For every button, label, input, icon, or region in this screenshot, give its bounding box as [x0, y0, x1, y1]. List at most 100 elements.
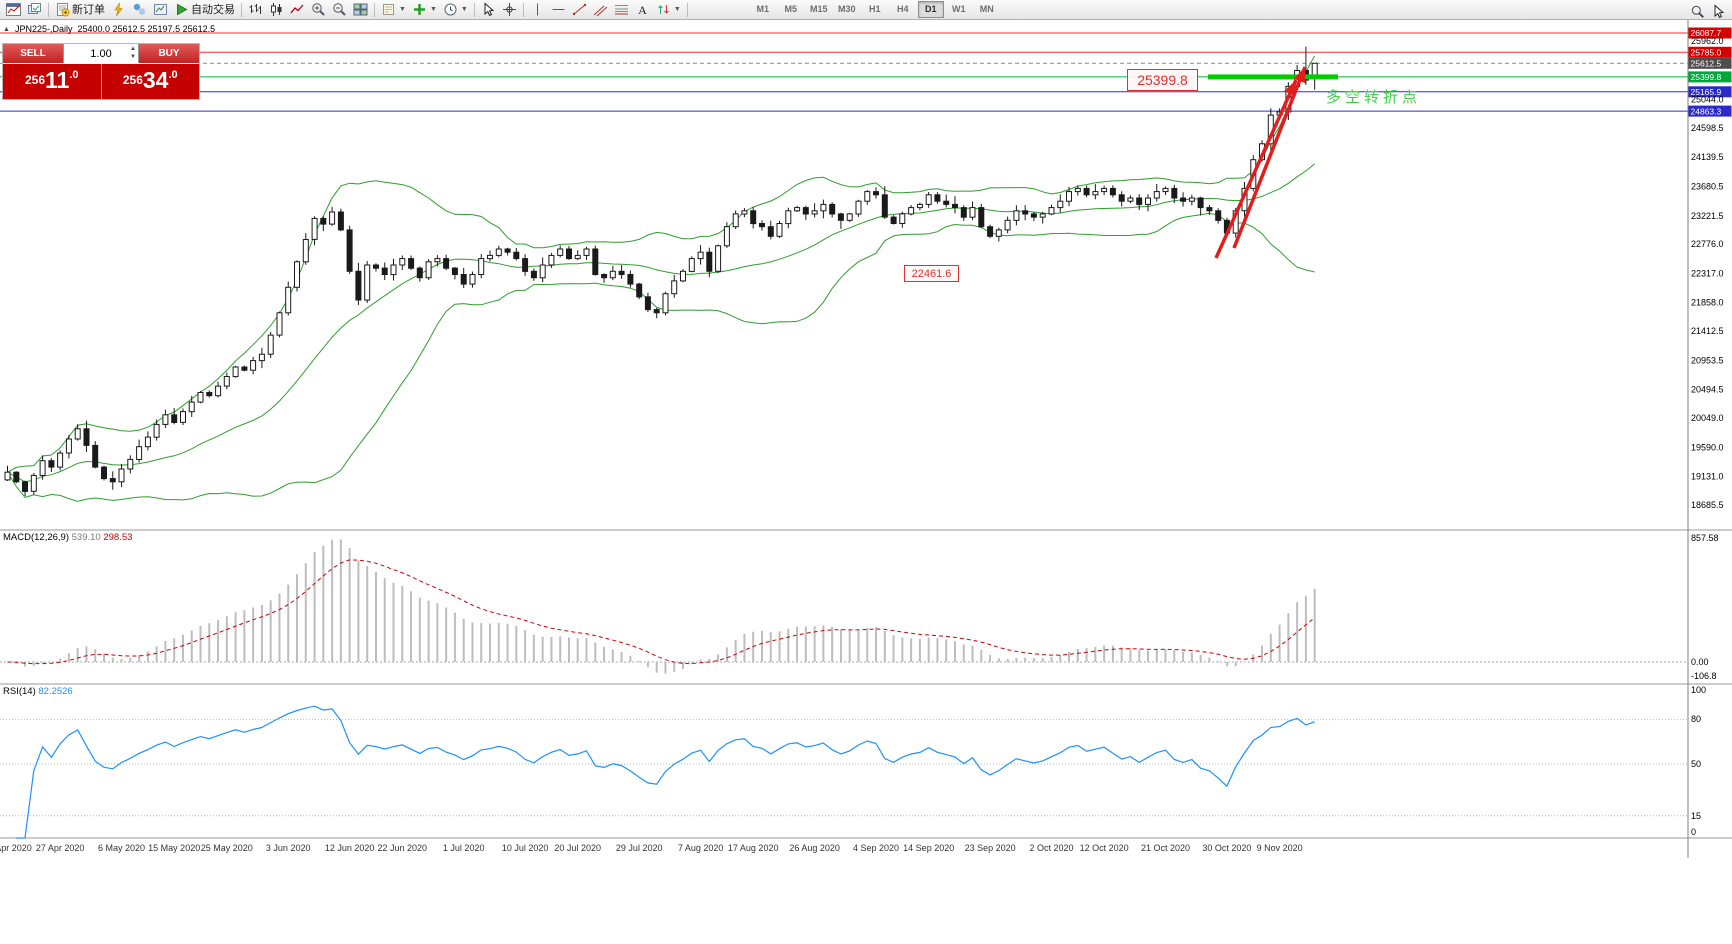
svg-text:12 Jun 2020: 12 Jun 2020 — [325, 843, 375, 853]
svg-text:100: 100 — [1691, 685, 1706, 695]
volume-input[interactable]: 1.00 ▲ ▼ — [63, 44, 139, 63]
support-level-annotation[interactable]: 22461.6 — [904, 265, 959, 282]
svg-text:15 May 2020: 15 May 2020 — [148, 843, 200, 853]
ohlc-values: 25400.0 25612.5 25197.5 25612.5 — [77, 24, 216, 34]
timeframe-m1[interactable]: M1 — [756, 4, 769, 14]
timeframe-h1[interactable]: H1 — [868, 4, 881, 14]
pointer-icon[interactable] — [1708, 1, 1729, 21]
svg-text:20049.0: 20049.0 — [1691, 413, 1724, 423]
toolbar-separator — [48, 2, 49, 17]
svg-text:22776.0: 22776.0 — [1691, 239, 1724, 249]
timeframe-w1[interactable]: W1 — [952, 4, 966, 14]
svg-text:2 Oct 2020: 2 Oct 2020 — [1029, 843, 1073, 853]
volume-up-icon[interactable]: ▲ — [130, 46, 136, 52]
cursor-tool-icon[interactable] — [478, 0, 499, 20]
tile-windows-icon[interactable] — [350, 0, 371, 20]
price-level-annotation[interactable]: 25399.8 — [1127, 69, 1198, 91]
svg-text:14 Sep 2020: 14 Sep 2020 — [903, 843, 954, 853]
timeframe-switcher: M1 M5 M15 M30 H1 H4 D1 W1 MN — [749, 1, 1001, 18]
trend-arrow — [1214, 66, 1307, 259]
timeframe-d1[interactable]: D1 — [917, 1, 944, 18]
svg-text:15: 15 — [1691, 811, 1701, 821]
collapse-icon[interactable]: ▲ — [3, 25, 10, 33]
svg-text:20 Jul 2020: 20 Jul 2020 — [554, 843, 601, 853]
timeframe-m30[interactable]: M30 — [837, 4, 856, 14]
svg-text:30 Oct 2020: 30 Oct 2020 — [1202, 843, 1251, 853]
svg-text:19131.0: 19131.0 — [1691, 472, 1724, 482]
vertical-line-tool-icon[interactable] — [527, 0, 548, 20]
zoom-out-icon[interactable] — [329, 0, 350, 20]
buy-button[interactable]: BUY — [139, 44, 199, 63]
mql-wizard-icon[interactable] — [108, 0, 129, 20]
toolbar: 新订单 自动交易 ▼ ▼ ▼ A ▼ M1 M5 M15 M30 H1 H4 D1 W1 MN — [0, 0, 1732, 20]
svg-text:12 Oct 2020: 12 Oct 2020 — [1080, 843, 1129, 853]
text-tool-icon[interactable]: A — [632, 0, 653, 20]
arrows-tool-icon[interactable]: ▼ — [653, 0, 684, 20]
periods-icon[interactable]: ▼ — [440, 0, 471, 20]
svg-text:22317.0: 22317.0 — [1691, 268, 1724, 278]
svg-text:23 Sep 2020: 23 Sep 2020 — [965, 843, 1016, 853]
panel-separators — [0, 20, 1732, 858]
profiles-icon[interactable] — [24, 0, 45, 20]
buy-price[interactable]: 256 34.0 — [122, 67, 178, 93]
svg-text:22 Jun 2020: 22 Jun 2020 — [378, 843, 428, 853]
new-chart-icon[interactable] — [3, 0, 24, 20]
svg-text:-106.8: -106.8 — [1691, 671, 1717, 681]
svg-text:25 May 2020: 25 May 2020 — [201, 843, 253, 853]
svg-text:25399.8: 25399.8 — [1691, 72, 1722, 82]
turning-point-note[interactable]: 多空转折点 — [1326, 89, 1422, 106]
bar-chart-icon[interactable] — [245, 0, 266, 20]
terminal-icon[interactable] — [129, 0, 150, 20]
toolbar-separator — [241, 2, 242, 17]
sell-button[interactable]: SELL — [3, 44, 63, 63]
new-order-button[interactable]: 新订单 — [52, 0, 108, 20]
zoom-in-icon[interactable] — [308, 0, 329, 20]
search-icon[interactable] — [1687, 1, 1708, 21]
horizontal-level-lines — [0, 32, 1688, 112]
svg-text:9 Nov 2020: 9 Nov 2020 — [1257, 843, 1303, 853]
templates-icon[interactable]: ▼ — [378, 0, 409, 20]
svg-text:1 Jul 2020: 1 Jul 2020 — [443, 843, 485, 853]
rsi-value: 82.2526 — [38, 686, 73, 697]
indicators-icon[interactable]: ▼ — [413, 4, 437, 15]
candlestick-series — [4, 46, 1318, 496]
one-click-trading-panel: SELL 1.00 ▲ ▼ BUY 256 11.0 256 34.0 — [2, 43, 200, 100]
svg-text:0.00: 0.00 — [1691, 657, 1709, 667]
line-chart-icon[interactable] — [287, 0, 308, 20]
svg-text:21412.5: 21412.5 — [1691, 326, 1724, 336]
timeframe-mn[interactable]: MN — [979, 4, 994, 14]
macd-panel: 857.58 0.00 -106.8 — [0, 533, 1719, 681]
rsi-panel: 100 80 50 15 0 — [0, 685, 1706, 839]
svg-text:25612.5: 25612.5 — [1691, 59, 1722, 69]
svg-text:26 Aug 2020: 26 Aug 2020 — [789, 843, 840, 853]
macd-signal-value: 298.53 — [103, 532, 133, 543]
trendline-tool-icon[interactable] — [569, 0, 590, 20]
svg-text:10 Jul 2020: 10 Jul 2020 — [502, 843, 549, 853]
svg-text:23680.5: 23680.5 — [1691, 182, 1724, 192]
symbol-name: JPN225-,Daily — [14, 24, 73, 34]
timeframe-h4[interactable]: H4 — [896, 4, 909, 14]
autotrading-button[interactable]: 自动交易 — [171, 0, 238, 20]
volume-down-icon[interactable]: ▼ — [130, 54, 136, 60]
candlestick-chart-icon[interactable] — [266, 0, 287, 20]
sell-price[interactable]: 256 11.0 — [3, 64, 102, 99]
channel-tool-icon[interactable] — [590, 0, 611, 20]
timeframe-m15[interactable]: M15 — [809, 4, 828, 14]
svg-text:25165.9: 25165.9 — [1691, 87, 1722, 97]
svg-text:26087.7: 26087.7 — [1691, 28, 1722, 38]
crosshair-tool-icon[interactable] — [499, 0, 520, 20]
horizontal-line-tool-icon[interactable] — [548, 0, 569, 20]
strategy-tester-icon[interactable] — [150, 0, 171, 20]
fibonacci-tool-icon[interactable] — [611, 0, 632, 20]
support-segment[interactable] — [1208, 74, 1338, 80]
volume-spinner[interactable]: ▲ ▼ — [130, 45, 136, 61]
svg-text:25962.0: 25962.0 — [1691, 36, 1724, 46]
svg-text:25785.0: 25785.0 — [1691, 48, 1722, 58]
timeframe-m5[interactable]: M5 — [784, 4, 797, 14]
chart-area[interactable]: 26087.7 25962.0 25785.0 25612.5 25399.8 25165… — [0, 20, 1732, 944]
toolbar-separator — [374, 2, 375, 17]
svg-text:25044.0: 25044.0 — [1691, 95, 1724, 105]
